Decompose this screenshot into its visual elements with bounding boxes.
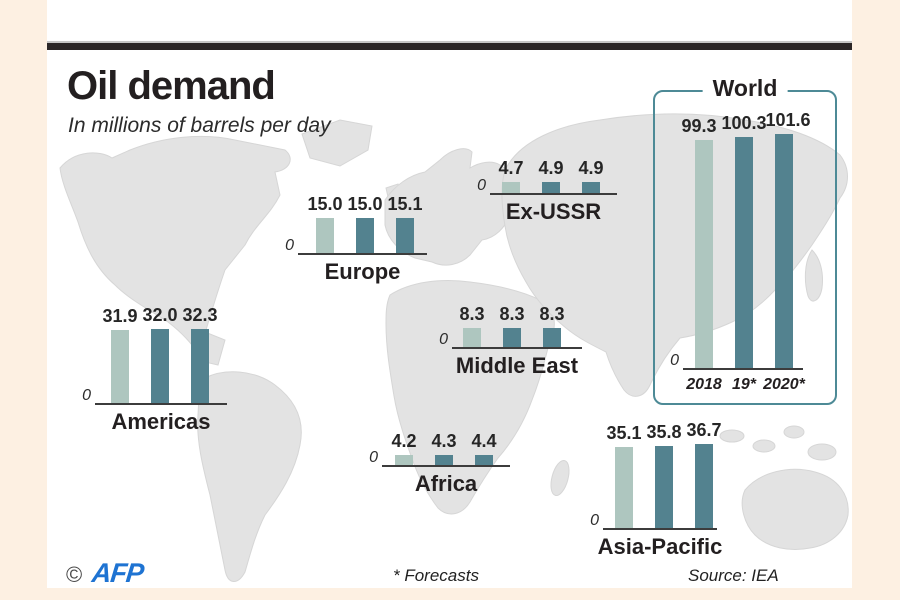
value-label: 15.1 <box>387 194 423 214</box>
value-label: 4.4 <box>471 431 497 451</box>
value-label: 36.7 <box>686 420 722 440</box>
bar-19f <box>435 455 453 465</box>
bar-2020f <box>695 444 713 528</box>
axis-line <box>382 465 510 467</box>
axis-line <box>298 253 427 255</box>
value-label: 15.0 <box>347 194 383 214</box>
axis-zero-label: 0 <box>477 177 486 194</box>
page-frame-right <box>852 0 900 600</box>
value-label: 8.3 <box>539 304 565 324</box>
bar-2018 <box>463 328 481 347</box>
region-label: Europe <box>324 259 401 284</box>
bar-2020f <box>582 182 600 193</box>
value-label: 4.3 <box>431 431 457 451</box>
bar-2018 <box>395 455 413 465</box>
afp-logo: AFP <box>90 558 145 588</box>
region-label: Asia-Pacific <box>597 534 723 559</box>
value-label: 35.1 <box>606 423 642 443</box>
bar-19f <box>655 446 673 528</box>
page-title: Oil demand <box>67 64 276 108</box>
bar-2020f <box>475 455 493 465</box>
bar-2018 <box>316 218 334 253</box>
world-summary-box: World <box>653 75 837 405</box>
region-label: Americas <box>111 409 211 434</box>
axis-line <box>95 403 227 405</box>
axis-zero-label: 0 <box>285 237 294 254</box>
value-label: 31.9 <box>102 306 138 326</box>
source-credit: Source: IEA <box>688 566 779 585</box>
value-label: 8.3 <box>499 304 525 324</box>
value-label: 32.0 <box>142 305 178 325</box>
region-label: Middle East <box>455 353 579 378</box>
bar-19f <box>151 329 169 403</box>
axis-line <box>603 528 717 530</box>
axis-line <box>490 193 617 195</box>
axis-zero-label: 0 <box>590 512 599 529</box>
bar-19f <box>503 328 521 347</box>
top-rule <box>47 43 852 50</box>
axis-line <box>452 347 582 349</box>
value-label: 4.9 <box>538 158 564 178</box>
copyright-icon: © <box>66 562 83 587</box>
value-label: 4.2 <box>391 431 417 451</box>
bar-2018 <box>615 447 633 528</box>
page-subtitle: In millions of barrels per day <box>68 114 331 137</box>
value-label: 4.9 <box>578 158 604 178</box>
region-label: Africa <box>414 471 478 496</box>
bar-2018 <box>111 330 129 403</box>
value-label: 15.0 <box>307 194 343 214</box>
axis-zero-label: 0 <box>439 331 448 348</box>
bar-2018 <box>502 182 520 193</box>
forecast-note: * Forecasts <box>393 566 479 585</box>
bar-2020f <box>191 329 209 403</box>
page-frame-left <box>0 0 47 600</box>
bar-19f <box>356 218 374 253</box>
bar-2020f <box>543 328 561 347</box>
value-label: 8.3 <box>459 304 485 324</box>
world-box-label: World <box>702 75 788 103</box>
value-label: 4.7 <box>498 158 524 178</box>
page-frame-bottom <box>0 588 900 600</box>
axis-zero-label: 0 <box>369 449 378 466</box>
region-label: Ex-USSR <box>505 199 602 224</box>
bar-2020f <box>396 218 414 253</box>
axis-zero-label: 0 <box>82 387 91 404</box>
value-label: 35.8 <box>646 422 682 442</box>
bar-19f <box>542 182 560 193</box>
value-label: 32.3 <box>182 305 218 325</box>
